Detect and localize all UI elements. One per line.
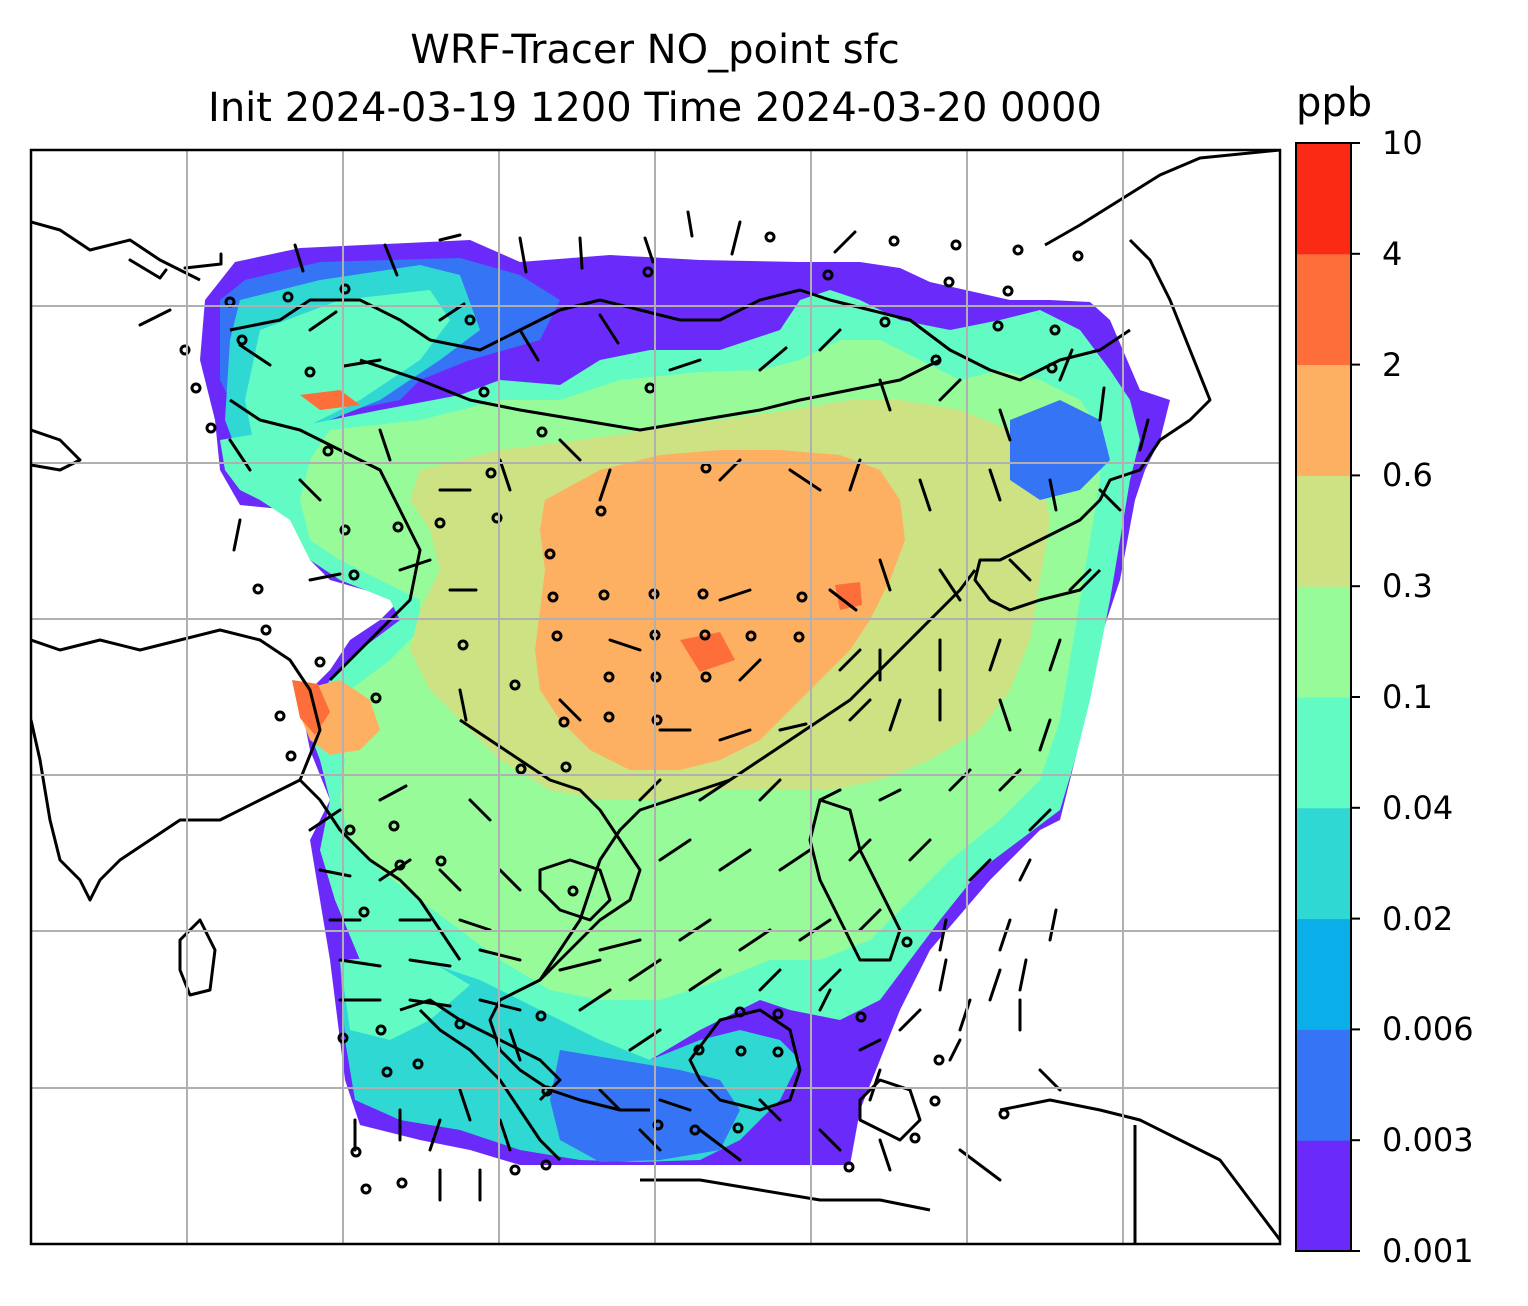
- coastline-india-west: [31, 628, 322, 902]
- colorbar-segment: [1296, 697, 1351, 809]
- coastline-west-arabia: [31, 220, 201, 282]
- field-orange-core: [535, 450, 905, 770]
- border-china-west: [229, 398, 422, 682]
- colorbar-frame: [1295, 142, 1352, 1252]
- coastline-gulf-thailand: [538, 858, 612, 922]
- calm-wind-circles: [179, 231, 1084, 1195]
- colorbar: [1296, 142, 1360, 1252]
- colorbar-tick-label: 0.001: [1382, 1232, 1474, 1270]
- colorbar-segment: [1296, 918, 1351, 1030]
- field-south-green: [340, 955, 470, 1040]
- colorbar-segment: [1296, 586, 1351, 698]
- field-hotspot-b: [300, 390, 360, 410]
- map-area: [31, 150, 1280, 1244]
- gridlines: [31, 150, 1280, 1244]
- field-hotspot-a: [680, 632, 735, 672]
- colorbar-segment: [1296, 143, 1351, 255]
- field-red-west: [292, 680, 330, 735]
- colorbar-tick-label: 4: [1382, 234, 1403, 273]
- colorbar-tick-label: 0.1: [1382, 678, 1433, 716]
- coastline-new-guinea: [999, 1098, 1280, 1241]
- colorbar-tick-label: 0.006: [1382, 1010, 1474, 1049]
- colorbar-tick-label: 10: [1382, 124, 1423, 162]
- coastline-java: [640, 1178, 931, 1212]
- colorbar-unit: ppb: [1296, 80, 1373, 126]
- map-frame: [29, 148, 1282, 1246]
- colorbar-tick-label: 0.04: [1382, 788, 1454, 827]
- colorbar-tick-label: 0.02: [1382, 899, 1454, 938]
- colorbar-tick-label: 0.6: [1382, 456, 1433, 495]
- colorbar-tick-label: 2: [1382, 345, 1403, 384]
- colorbar-tick-label: 0.003: [1382, 1121, 1474, 1160]
- coastline-sri-lanka: [178, 918, 217, 997]
- border-mongolia: [359, 358, 941, 432]
- coastline-caspian: [31, 428, 82, 472]
- coastline-north-border: [229, 288, 1131, 382]
- coastline-korea-japan: [973, 238, 1212, 612]
- coastline-sulawesi: [858, 1078, 922, 1142]
- colorbar-segment: [1296, 364, 1351, 476]
- colorbar-segment: [1296, 1140, 1351, 1252]
- field-red-spot: [835, 582, 862, 610]
- coastline-india-east: [298, 778, 462, 961]
- map-title-line2: Init 2024-03-19 1200 Time 2024-03-20 000…: [208, 85, 1102, 131]
- field-green-north: [245, 290, 450, 450]
- coastline-indochina: [459, 718, 650, 1112]
- field-east-blue: [1010, 400, 1110, 500]
- colorbar-segment: [1296, 807, 1351, 920]
- colorbar-segment: [1296, 475, 1351, 587]
- map-title-line1: WRF-Tracer NO_point sfc: [410, 27, 900, 73]
- colorbar-segment: [1296, 1029, 1351, 1141]
- colorbar-segment: [1296, 253, 1351, 366]
- coastline-philippines: [808, 798, 902, 962]
- colorbar-tick-label: 0.3: [1382, 567, 1433, 606]
- coastline-northeast: [1044, 150, 1280, 247]
